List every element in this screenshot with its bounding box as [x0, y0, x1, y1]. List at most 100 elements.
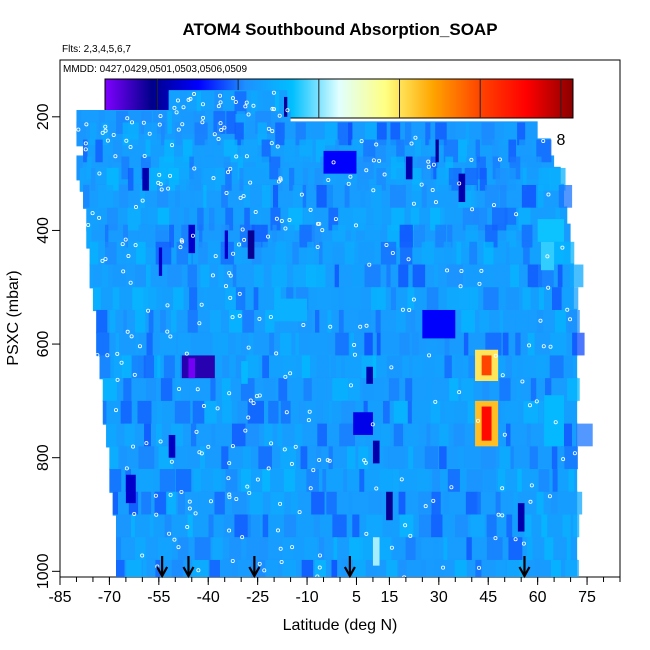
heatmap-cell [315, 400, 323, 424]
heatmap-cell [383, 400, 390, 424]
sample-marker [137, 344, 142, 349]
heatmap-cell [398, 491, 406, 515]
sample-marker [320, 228, 325, 233]
sample-marker [120, 242, 125, 247]
heatmap-cell [109, 309, 116, 333]
heatmap-cell [148, 309, 154, 333]
heatmap-layer [89, 263, 574, 289]
heatmap-cell [450, 122, 456, 146]
sample-marker [548, 344, 553, 349]
sample-marker [125, 116, 130, 121]
heatmap-cell [498, 469, 506, 492]
sample-marker [430, 188, 435, 193]
heatmap-cell [347, 446, 356, 470]
heatmap-cell [109, 469, 122, 492]
sample-marker [126, 254, 131, 259]
sample-marker [144, 441, 149, 446]
sample-marker [226, 476, 231, 481]
sample-marker [364, 168, 369, 173]
heatmap-cell [165, 491, 176, 515]
heatmap-feature [405, 156, 413, 180]
heatmap-feature [366, 366, 373, 384]
heatmap-cell [204, 139, 214, 163]
sample-marker [315, 574, 320, 577]
heatmap-cell [247, 400, 265, 424]
sample-marker [346, 181, 351, 186]
heatmap-cell [341, 400, 356, 424]
sample-marker [528, 499, 533, 504]
heatmap-cell [272, 224, 277, 248]
heatmap-cell [246, 355, 259, 379]
heatmap-cell [112, 264, 126, 288]
heatmap-feature [372, 440, 380, 464]
heatmap-cell [142, 559, 147, 577]
sample-marker [153, 493, 158, 498]
heatmap-cell [465, 491, 478, 515]
heatmap-cell [154, 355, 161, 379]
heatmap-cell [225, 207, 234, 231]
heatmap-cell [194, 122, 208, 146]
heatmap-cell [304, 537, 318, 560]
heatmap-cell [536, 355, 547, 379]
heatmap-cell [375, 139, 386, 163]
heatmap-cell [523, 167, 527, 191]
heatmap-cell [521, 224, 533, 248]
sample-marker [237, 242, 242, 247]
heatmap-feature [386, 491, 393, 521]
y-tick-label: 1000 [35, 553, 52, 589]
heatmap-cell [294, 423, 303, 447]
heatmap-cell [246, 537, 261, 560]
heatmap-feature [125, 474, 136, 504]
sample-marker [348, 174, 353, 179]
heatmap-cell [348, 122, 353, 146]
heatmap-cell [365, 559, 377, 577]
sample-marker [158, 439, 163, 444]
sample-marker [470, 207, 475, 212]
sample-marker [513, 537, 518, 542]
heatmap-cell [315, 139, 326, 163]
heatmap-cell [127, 207, 141, 231]
heatmap-cell [305, 122, 312, 146]
heatmap-cell [405, 378, 413, 401]
sample-marker [431, 162, 436, 167]
heatmap-cell [515, 309, 529, 333]
heatmap-cell [190, 423, 197, 447]
sample-marker [159, 187, 164, 192]
heatmap-cell [376, 332, 381, 356]
heatmap-cell [280, 332, 292, 356]
heatmap-layer [92, 286, 574, 312]
sample-marker [477, 565, 482, 570]
heatmap-cell [217, 122, 221, 146]
sample-marker [514, 212, 519, 217]
heatmap-cell [482, 378, 490, 401]
heatmap-cell [138, 446, 155, 470]
heatmap-cell [319, 537, 325, 560]
heatmap-cell [334, 264, 339, 288]
heatmap-cell [234, 241, 242, 265]
sample-marker [411, 201, 416, 206]
heatmap-cell [421, 184, 427, 208]
heatmap-cell [254, 264, 264, 288]
heatmap-cell [412, 332, 419, 356]
sample-marker [477, 281, 482, 286]
heatmap-cell [241, 469, 251, 492]
sample-marker [248, 180, 253, 185]
heatmap-cell [351, 224, 356, 248]
sample-marker [327, 458, 332, 463]
heatmap-cell [180, 111, 196, 134]
sample-marker [266, 466, 271, 471]
heatmap-cell [562, 241, 575, 265]
heatmap-cell [253, 287, 259, 310]
sample-marker [317, 565, 322, 570]
heatmap-cell [135, 537, 146, 560]
sample-marker [251, 103, 256, 108]
sample-marker [315, 221, 320, 226]
sample-marker [469, 157, 474, 162]
heatmap-cell [463, 332, 469, 356]
heatmap-cell [221, 559, 236, 577]
sample-marker [227, 528, 232, 533]
heatmap-cell [461, 309, 475, 333]
heatmap-cell [135, 332, 139, 356]
heatmap-cell [536, 309, 544, 333]
heatmap-cell [112, 491, 118, 515]
